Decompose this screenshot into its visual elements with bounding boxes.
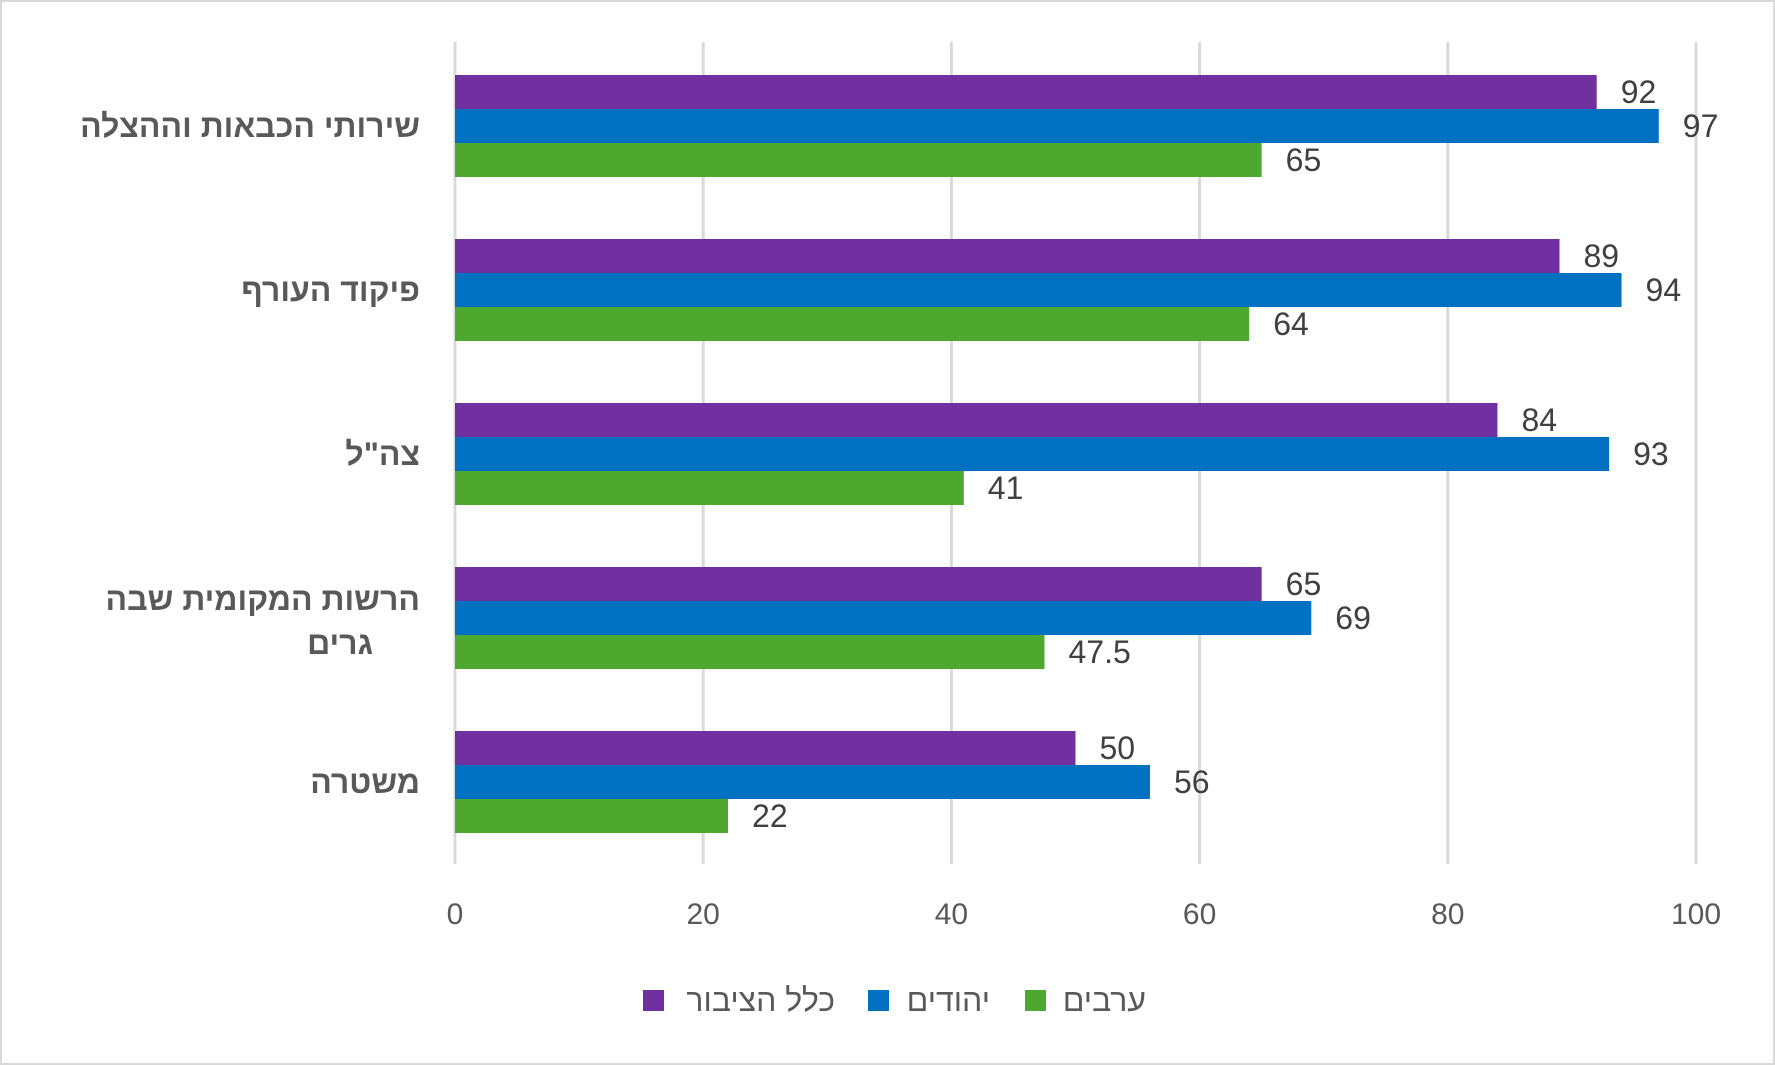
data-label: 89 [1583,238,1619,274]
category-label-line2: גרים [307,625,373,661]
bar [455,799,729,833]
x-tick-label: 60 [1183,898,1216,931]
data-labels: 92 97 65 89 94 64 84 93 41 65 69 47.5 50 56 22 [752,74,1718,834]
data-label: 69 [1335,600,1371,636]
x-tick-label: 80 [1431,898,1464,931]
legend-swatch [1025,990,1046,1011]
bar [455,109,1659,143]
bar [455,143,1262,177]
category-label: שירותי הכבאות וההצלה [80,108,420,144]
bar [455,273,1622,307]
data-label: 84 [1521,402,1557,438]
data-label: 22 [752,798,788,834]
data-label: 93 [1633,436,1669,472]
bar [455,437,1610,471]
bar [455,635,1045,669]
x-tick-label: 40 [935,898,968,931]
legend-swatch [868,990,889,1011]
x-tick-label: 100 [1671,898,1721,931]
bars [455,75,1659,833]
legend-label: יהודים [907,982,990,1018]
data-label: 97 [1683,108,1719,144]
category-label: צה"ל [345,436,420,472]
x-tick-label: 0 [447,898,464,931]
legend-label: ערבים [1063,982,1146,1018]
value-axis: 0 20 40 60 80 100 [447,898,1721,931]
x-tick-label: 20 [687,898,720,931]
legend-swatch [643,990,664,1011]
bar [455,567,1262,601]
data-label: 94 [1646,272,1682,308]
data-label: 41 [988,470,1024,506]
data-label: 47.5 [1068,634,1130,670]
category-label: משטרה [310,764,420,800]
bar [455,239,1560,273]
data-label: 65 [1286,142,1322,178]
data-label: 92 [1621,74,1657,110]
category-label: הרשות המקומית שבה [106,581,420,617]
category-label: פיקוד העורף [241,272,420,308]
legend: כלל הציבור יהודים ערבים [643,982,1146,1018]
bar [455,307,1250,341]
data-label: 50 [1100,730,1136,766]
bar [455,731,1076,765]
data-label: 64 [1273,306,1309,342]
legend-label: כלל הציבור [686,982,835,1018]
bar [455,601,1312,635]
bar [455,471,964,505]
data-label: 56 [1174,764,1210,800]
data-label: 65 [1286,566,1322,602]
bar [455,403,1498,437]
bar [455,75,1597,109]
bar [455,765,1150,799]
category-axis: שירותי הכבאות וההצלה פיקוד העורף צה"ל הרשות… [80,108,420,800]
